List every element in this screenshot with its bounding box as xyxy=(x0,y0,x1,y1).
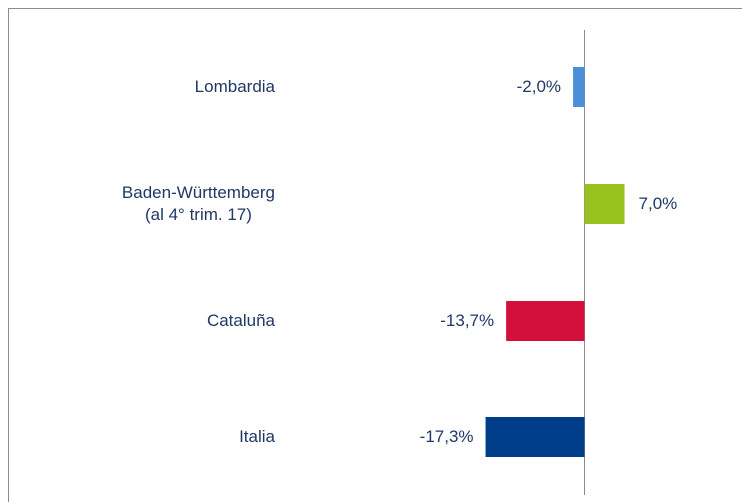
category-label: Italia xyxy=(239,427,275,446)
value-label: -2,0% xyxy=(516,77,562,96)
value-label: -13,7% xyxy=(440,311,495,330)
category-label: Baden-Württemberg (al 4° trim. 17) xyxy=(121,183,275,224)
category-label: Lombardia xyxy=(194,77,275,96)
bar xyxy=(506,301,585,341)
bar xyxy=(584,184,625,224)
frame xyxy=(8,8,742,502)
value-label: -17,3% xyxy=(419,427,474,446)
value-label: 7,0% xyxy=(638,194,678,213)
category-label: Cataluña xyxy=(206,311,275,330)
bar xyxy=(485,417,585,457)
bar xyxy=(573,67,585,107)
